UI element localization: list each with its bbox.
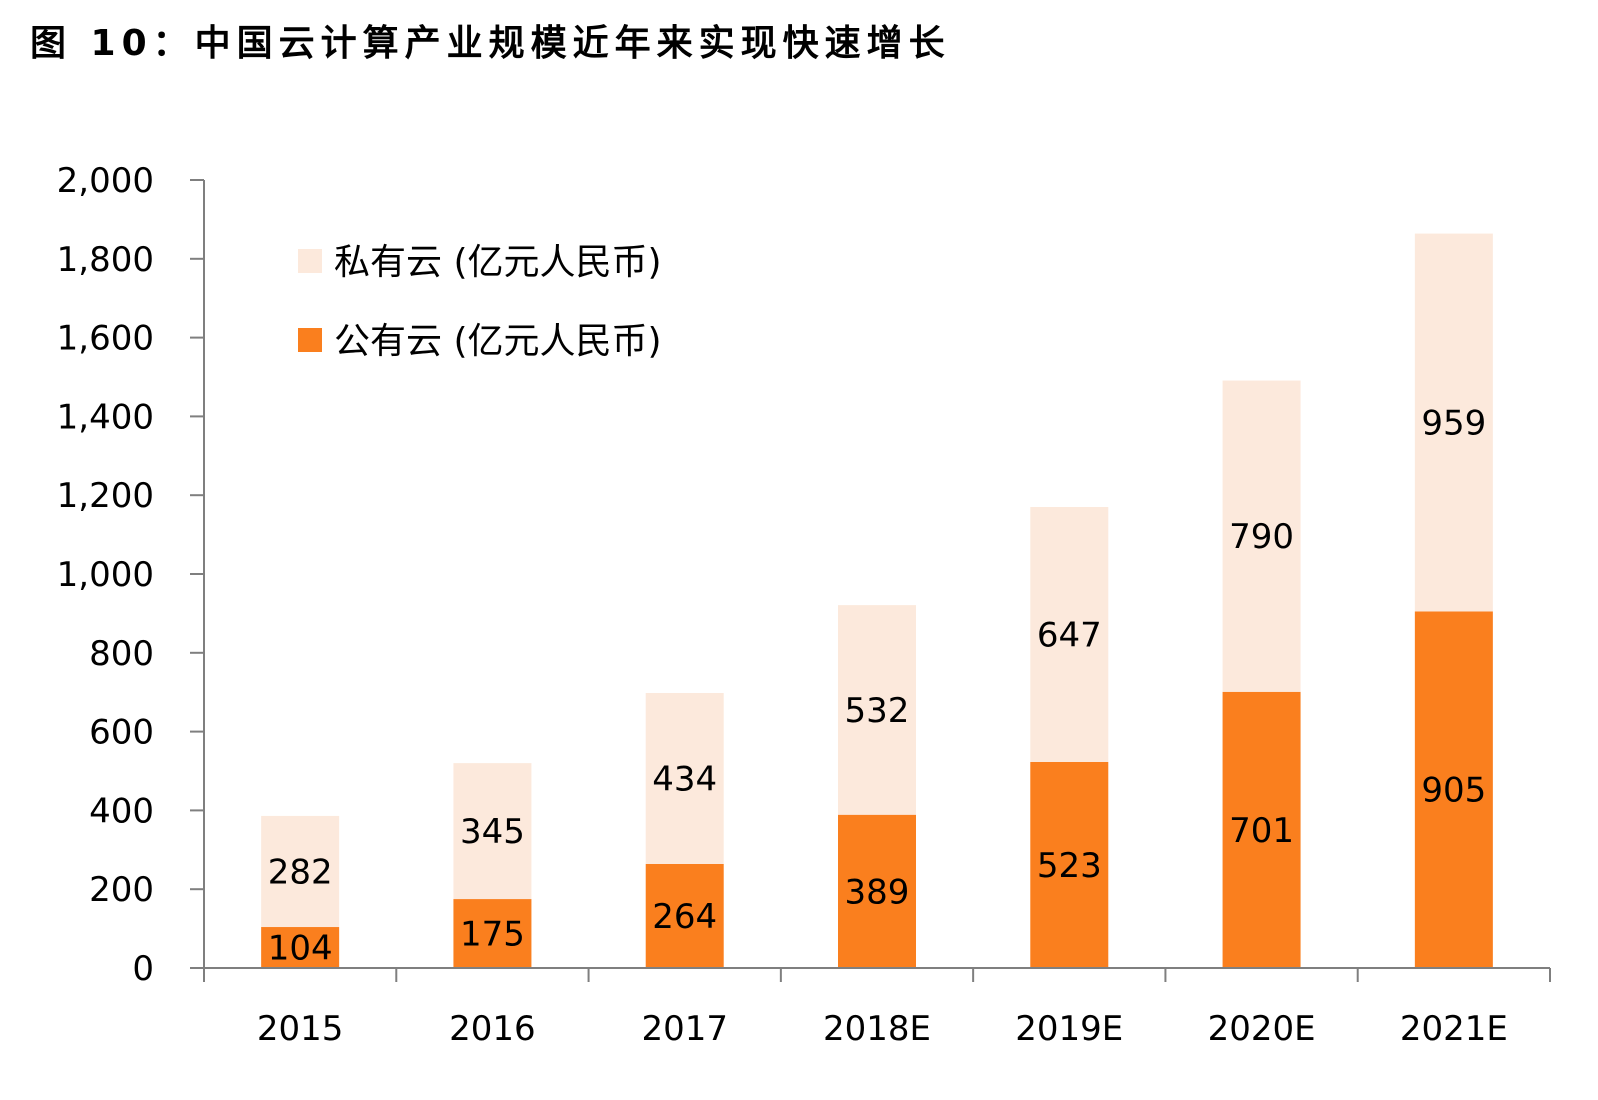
bars-group [261, 233, 1493, 968]
bar-private-2017 [645, 692, 724, 864]
y-tick-label: 600 [89, 713, 154, 753]
y-tick-label: 1,800 [57, 240, 154, 280]
y-tick-label: 1,200 [57, 476, 154, 516]
bar-public-2018E [838, 814, 916, 968]
data-label-private-2017: 434 [652, 759, 717, 799]
y-tick-label: 200 [89, 870, 154, 910]
y-tick-label: 400 [89, 791, 154, 831]
legend-label-public: 公有云 (亿元人民币) [334, 321, 662, 362]
y-tick-label: 1,000 [57, 555, 154, 595]
legend-swatch-public [298, 328, 322, 352]
bar-public-2017 [645, 863, 724, 968]
x-tick-label-2016: 2016 [449, 1009, 536, 1049]
data-label-private-2016: 345 [460, 812, 525, 852]
x-tick-label-2019E: 2019E [1015, 1009, 1123, 1049]
x-tick-label-2017: 2017 [641, 1009, 728, 1049]
data-label-public-2019E: 523 [1037, 846, 1102, 886]
data-label-public-2020E: 701 [1229, 811, 1294, 851]
y-tick-label: 1,400 [57, 397, 154, 437]
bar-private-2019E [1030, 507, 1109, 762]
bar-private-2020E [1222, 380, 1301, 692]
x-tick-label-2021E: 2021E [1400, 1009, 1508, 1049]
bar-private-2015 [261, 815, 340, 928]
x-tick-label-2018E: 2018E [823, 1009, 931, 1049]
y-tick-label: 1,600 [57, 319, 154, 359]
legend: 私有云 (亿元人民币) 公有云 (亿元人民币) [298, 242, 662, 362]
bar-public-2021E [1414, 611, 1493, 968]
data-label-private-2021E: 959 [1421, 404, 1486, 444]
y-tick-label: 2,000 [57, 161, 154, 201]
data-label-public-2016: 175 [460, 915, 525, 955]
figure-title: 图 10：中国云计算产业规模近年来实现快速增长 [30, 23, 951, 64]
data-label-private-2018E: 532 [845, 691, 910, 731]
legend-swatch-private [298, 249, 322, 273]
axes-group [190, 179, 1551, 982]
bar-public-2020E [1222, 691, 1301, 968]
bar-private-2016 [453, 763, 532, 900]
data-label-private-2020E: 790 [1229, 517, 1294, 557]
data-label-private-2019E: 647 [1037, 615, 1102, 655]
data-label-public-2015: 104 [268, 929, 333, 969]
data-label-private-2015: 282 [268, 852, 333, 892]
bar-public-2015 [261, 927, 340, 968]
y-tick-label: 0 [132, 949, 154, 989]
labels-group: 104 282 2015 175 345 2016 264 434 2017 389 532 2018… [57, 161, 1508, 1049]
bar-public-2019E [1030, 761, 1109, 968]
x-tick-label-2015: 2015 [257, 1009, 344, 1049]
legend-label-private: 私有云 (亿元人民币) [334, 242, 662, 283]
x-tick-label-2020E: 2020E [1208, 1009, 1316, 1049]
bar-public-2016 [453, 899, 532, 968]
data-label-public-2018E: 389 [845, 872, 910, 912]
data-label-public-2021E: 905 [1421, 771, 1486, 811]
bar-private-2021E [1414, 233, 1493, 612]
bar-private-2018E [838, 605, 916, 815]
y-tick-label: 800 [89, 634, 154, 674]
data-label-public-2017: 264 [652, 897, 717, 937]
